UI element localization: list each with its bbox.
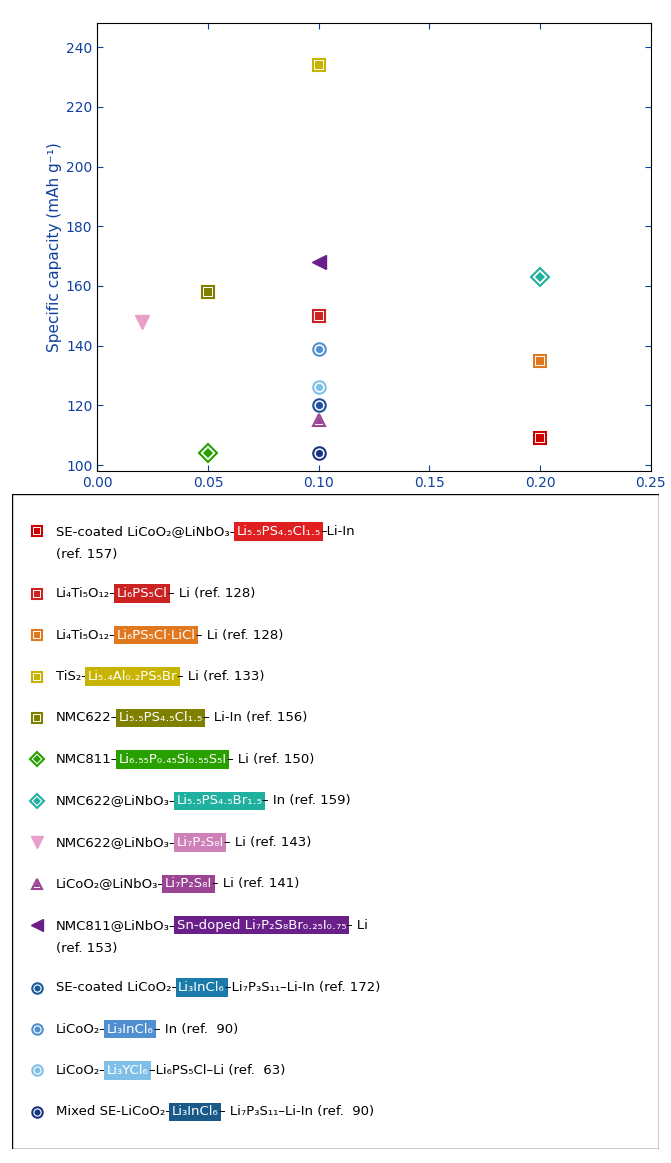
Text: NMC811@LiNbO₃–: NMC811@LiNbO₃–	[56, 919, 176, 932]
X-axis label: Rate (C): Rate (C)	[343, 494, 405, 509]
Text: NMC622–: NMC622–	[56, 712, 119, 725]
Text: Li₅.₅PS₄.₅Br₁.₅: Li₅.₅PS₄.₅Br₁.₅	[176, 794, 262, 807]
Text: Li₆PS₅Cl·LiCl: Li₆PS₅Cl·LiCl	[117, 628, 196, 642]
Text: –Li₆PS₅Cl–Li (ref.  63): –Li₆PS₅Cl–Li (ref. 63)	[149, 1064, 285, 1077]
Text: Li₆.₅₅P₀.₄₅Si₀.₅₅S₅I: Li₆.₅₅P₀.₄₅Si₀.₅₅S₅I	[119, 752, 227, 766]
Text: –Li-In: –Li-In	[321, 525, 355, 537]
Text: LiCoO₂–: LiCoO₂–	[56, 1022, 107, 1035]
Text: – Li (ref. 150): – Li (ref. 150)	[227, 752, 314, 766]
Text: –Li₇P₃S₁₁–Li-In (ref. 172): –Li₇P₃S₁₁–Li-In (ref. 172)	[225, 982, 380, 994]
Text: – In (ref.  90): – In (ref. 90)	[154, 1022, 238, 1035]
Text: – Li-In (ref. 156): – Li-In (ref. 156)	[203, 712, 307, 725]
Text: Li₅.₄Al₀.₂PS₅Br: Li₅.₄Al₀.₂PS₅Br	[88, 670, 177, 683]
Text: – Li: – Li	[346, 919, 368, 932]
Text: LiCoO₂–: LiCoO₂–	[56, 1064, 107, 1077]
Text: (ref. 157): (ref. 157)	[56, 548, 117, 561]
Text: Li₆PS₅Cl: Li₆PS₅Cl	[117, 587, 168, 600]
Text: (ref. 153): (ref. 153)	[56, 942, 117, 955]
FancyBboxPatch shape	[12, 494, 659, 1149]
Text: – Li (ref. 143): – Li (ref. 143)	[224, 836, 311, 849]
Y-axis label: Specific capacity (mAh g⁻¹): Specific capacity (mAh g⁻¹)	[47, 142, 62, 352]
Text: – Li (ref. 128): – Li (ref. 128)	[196, 628, 283, 642]
Text: SE-coated LiCoO₂–: SE-coated LiCoO₂–	[56, 982, 178, 994]
Text: Li₃InCl₆: Li₃InCl₆	[107, 1022, 154, 1035]
Text: TiS₂–: TiS₂–	[56, 670, 88, 683]
Text: NMC622@LiNbO₃–: NMC622@LiNbO₃–	[56, 794, 176, 807]
Text: Li₅.₅PS₄.₅Cl₁.₅: Li₅.₅PS₄.₅Cl₁.₅	[236, 525, 321, 537]
Text: Li₅.₅PS₄.₅Cl₁.₅: Li₅.₅PS₄.₅Cl₁.₅	[119, 712, 203, 725]
Text: SE-coated LiCoO₂@LiNbO₃–: SE-coated LiCoO₂@LiNbO₃–	[56, 525, 236, 537]
Text: – In (ref. 159): – In (ref. 159)	[262, 794, 351, 807]
Text: Li₇P₂S₈I: Li₇P₂S₈I	[176, 836, 224, 849]
Text: – Li (ref. 128): – Li (ref. 128)	[168, 587, 255, 600]
Text: Li₃InCl₆: Li₃InCl₆	[178, 982, 225, 994]
Text: Sn-doped Li₇P₂S₈Br₀.₂₅I₀.₇₅: Sn-doped Li₇P₂S₈Br₀.₂₅I₀.₇₅	[176, 919, 346, 932]
Text: Li₇P₂S₈I: Li₇P₂S₈I	[165, 877, 212, 891]
Text: Li₃YCl₆: Li₃YCl₆	[107, 1064, 149, 1077]
Text: Li₃InCl₆: Li₃InCl₆	[172, 1106, 219, 1119]
Text: NMC622@LiNbO₃–: NMC622@LiNbO₃–	[56, 836, 176, 849]
Text: – Li (ref. 141): – Li (ref. 141)	[212, 877, 300, 891]
Text: – Li (ref. 133): – Li (ref. 133)	[177, 670, 265, 683]
Text: NMC811–: NMC811–	[56, 752, 119, 766]
Text: Li₄Ti₅O₁₂–: Li₄Ti₅O₁₂–	[56, 587, 117, 600]
Text: LiCoO₂@LiNbO₃–: LiCoO₂@LiNbO₃–	[56, 877, 165, 891]
Text: – Li₇P₃S₁₁–Li-In (ref.  90): – Li₇P₃S₁₁–Li-In (ref. 90)	[219, 1106, 374, 1119]
Text: Li₄Ti₅O₁₂–: Li₄Ti₅O₁₂–	[56, 628, 117, 642]
Text: Mixed SE-LiCoO₂–: Mixed SE-LiCoO₂–	[56, 1106, 172, 1119]
